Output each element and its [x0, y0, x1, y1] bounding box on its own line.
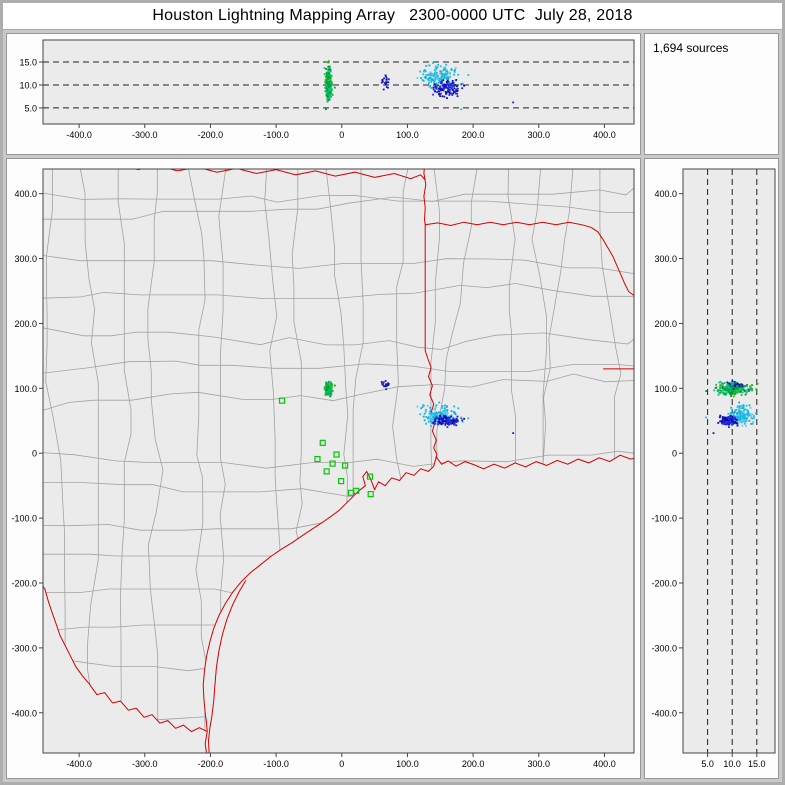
- barrier-island: [207, 580, 247, 753]
- y-tick-label: 200.0: [654, 319, 677, 329]
- y-tick-label: -100.0: [11, 514, 37, 524]
- station-marker: [329, 460, 336, 467]
- y-tick-label: 200.0: [14, 319, 37, 329]
- y-tick-label: 15.0: [19, 58, 37, 68]
- x-tick-label: 400.0: [593, 130, 616, 140]
- station-marker: [367, 490, 374, 498]
- x-tick-label: -200.0: [198, 130, 224, 140]
- x-tick-label: -300.0: [132, 759, 158, 769]
- y-tick-label: -400.0: [11, 708, 37, 718]
- lma-stations: [278, 397, 374, 498]
- arkansas-louisiana-line: [425, 221, 634, 297]
- sabine-state-line: [423, 169, 438, 459]
- source-count-label: 1,694 sources: [653, 41, 729, 55]
- plot-background: [43, 40, 634, 124]
- station-marker: [353, 487, 360, 494]
- y-tick-label: -200.0: [11, 578, 37, 588]
- coastline: [202, 454, 634, 732]
- y-tick-label: 300.0: [14, 254, 37, 264]
- x-tick-label: 300.0: [528, 130, 551, 140]
- x-tick-label: 300.0: [528, 759, 551, 769]
- y-tick-label: 0: [672, 449, 677, 459]
- x-tick-label: 100.0: [396, 130, 419, 140]
- lightning-sources: [323, 380, 515, 434]
- plan-view-map-plot[interactable]: -400.0 -300.0 -200.0 -100.0 0 100.0 200.0 300.0…: [7, 159, 640, 778]
- y-tick-label: 300.0: [654, 254, 677, 264]
- altitude-vs-east-west-panel: -400.0 -300.0 -200.0 -100.0 0 100.0 200.0 300.0…: [6, 33, 641, 155]
- y-tick-label: -400.0: [651, 708, 677, 718]
- y-tick-label: -100.0: [651, 514, 677, 524]
- mexico-coast: [204, 731, 208, 753]
- x-tick-label: -100.0: [263, 759, 289, 769]
- title-bar: Houston Lightning Mapping Array 2300-000…: [3, 3, 782, 30]
- altitude-vs-north-south-panel: 5.0 10.0 15.0 400.0 300.0 200.0 100.0 0 -100.0 -2…: [644, 158, 779, 779]
- y-tick-label: 100.0: [14, 384, 37, 394]
- x-tick-label: -200.0: [198, 759, 224, 769]
- x-tick-label: 10.0: [723, 759, 741, 769]
- x-tick-label: -100.0: [263, 130, 289, 140]
- altitude-vs-north-south-plot[interactable]: 5.0 10.0 15.0 400.0 300.0 200.0 100.0 0 -100.0 -2…: [645, 159, 778, 778]
- x-tick-label: 0: [339, 759, 344, 769]
- ns-altitude-content: [705, 169, 759, 753]
- station-marker: [323, 468, 330, 475]
- gulf-of-mexico-water: [43, 455, 634, 753]
- station-marker: [333, 451, 340, 458]
- x-tick-label: 100.0: [396, 759, 419, 769]
- y-tick-label: 400.0: [654, 189, 677, 199]
- station-marker: [338, 478, 345, 485]
- y-tick-label: -300.0: [651, 643, 677, 653]
- y-tick-label: -300.0: [11, 643, 37, 653]
- x-tick-label: 200.0: [462, 130, 485, 140]
- plot-frame: [42, 168, 635, 754]
- state-boundaries: [43, 169, 634, 753]
- y-tick-label: 5.0: [24, 103, 37, 113]
- x-tick-label: 200.0: [462, 759, 485, 769]
- station-marker: [366, 473, 374, 480]
- x-tick-label: 15.0: [748, 759, 766, 769]
- x-tick-label: -400.0: [66, 759, 92, 769]
- y-tick-label: 100.0: [654, 384, 677, 394]
- x-tick-label: -400.0: [66, 130, 92, 140]
- plan-view-content: [43, 169, 634, 753]
- station-marker: [314, 455, 321, 463]
- y-tick-label: 400.0: [14, 189, 37, 199]
- station-marker: [341, 462, 349, 469]
- altitude-vs-east-west-plot[interactable]: -400.0 -300.0 -200.0 -100.0 0 100.0 200.0 300.0…: [7, 34, 640, 154]
- x-tick-label: 0: [339, 130, 344, 140]
- page-title: Houston Lightning Mapping Array 2300-000…: [152, 7, 633, 24]
- station-marker: [278, 397, 286, 404]
- plan-view-map-panel: -400.0 -300.0 -200.0 -100.0 0 100.0 200.0 300.0…: [6, 158, 641, 779]
- station-marker: [319, 439, 326, 446]
- x-tick-label: -300.0: [132, 130, 158, 140]
- ew-altitude-content: [43, 60, 634, 111]
- source-count-panel: 1,694 sources: [644, 33, 779, 155]
- x-tick-label: 400.0: [593, 759, 616, 769]
- y-tick-label: 0: [32, 449, 37, 459]
- plot-frame: [682, 168, 776, 754]
- plot-background: [683, 169, 775, 753]
- plot-frame: [42, 39, 635, 125]
- x-tick-label: 5.0: [701, 759, 714, 769]
- red-river-line: [133, 169, 426, 181]
- rio-grande: [43, 585, 208, 733]
- y-tick-label: 10.0: [19, 80, 37, 90]
- y-tick-label: -200.0: [651, 578, 677, 588]
